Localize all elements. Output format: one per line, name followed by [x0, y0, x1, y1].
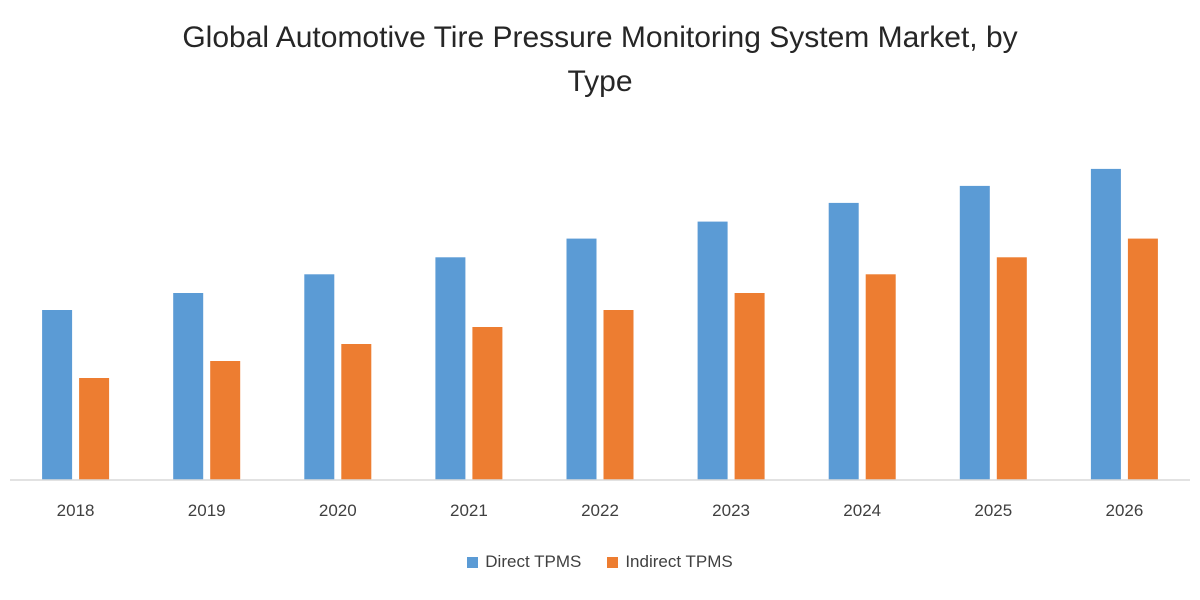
bar-direct-tpms-2025: [959, 185, 990, 480]
bar-indirect-tpms-2018: [79, 378, 110, 480]
x-tick-labels: 2018 2019 2020 2021 2022 2023 2024 2025 2026: [57, 501, 1144, 520]
bar-indirect-tpms-2019: [210, 361, 241, 480]
chart-title-line-2: Type: [567, 65, 633, 98]
bar-direct-tpms-2019: [173, 293, 204, 480]
bar-direct-tpms-2020: [304, 274, 335, 480]
legend-swatch-indirect-tpms: [607, 556, 619, 568]
x-tick-label-2023: 2023: [712, 501, 750, 520]
legend: Direct TPMS Indirect TPMS: [0, 552, 1200, 572]
bar-indirect-tpms-2023: [734, 293, 765, 480]
bar-indirect-tpms-2026: [1127, 238, 1158, 480]
x-tick-label-2020: 2020: [319, 501, 357, 520]
legend-item-direct-tpms: Direct TPMS: [467, 552, 581, 572]
bars-layer: [42, 168, 1158, 480]
x-tick-label-2022: 2022: [581, 501, 619, 520]
x-tick-label-2025: 2025: [974, 501, 1012, 520]
bar-direct-tpms-2022: [566, 238, 597, 480]
bar-indirect-tpms-2021: [472, 327, 503, 480]
bar-direct-tpms-2026: [1090, 168, 1121, 480]
bar-indirect-tpms-2020: [341, 344, 372, 480]
x-tick-label-2026: 2026: [1105, 501, 1143, 520]
legend-item-indirect-tpms: Indirect TPMS: [607, 552, 733, 572]
bar-indirect-tpms-2025: [996, 257, 1027, 480]
x-tick-label-2019: 2019: [188, 501, 226, 520]
x-tick-label-2018: 2018: [57, 501, 95, 520]
bar-indirect-tpms-2022: [603, 310, 634, 480]
bar-direct-tpms-2024: [828, 202, 859, 480]
bar-direct-tpms-2021: [435, 257, 466, 480]
bar-indirect-tpms-2024: [865, 274, 896, 480]
bar-direct-tpms-2023: [697, 221, 728, 480]
x-tick-label-2021: 2021: [450, 501, 488, 520]
x-tick-label-2024: 2024: [843, 501, 881, 520]
legend-label-direct-tpms: Direct TPMS: [485, 552, 582, 571]
chart-title: Global Automotive Tire Pressure Monitori…: [0, 16, 1200, 104]
chart-title-line-1: Global Automotive Tire Pressure Monitori…: [182, 21, 1018, 54]
bar-direct-tpms-2018: [42, 310, 73, 480]
legend-label-indirect-tpms: Indirect TPMS: [625, 552, 733, 571]
legend-swatch-direct-tpms: [467, 556, 479, 568]
